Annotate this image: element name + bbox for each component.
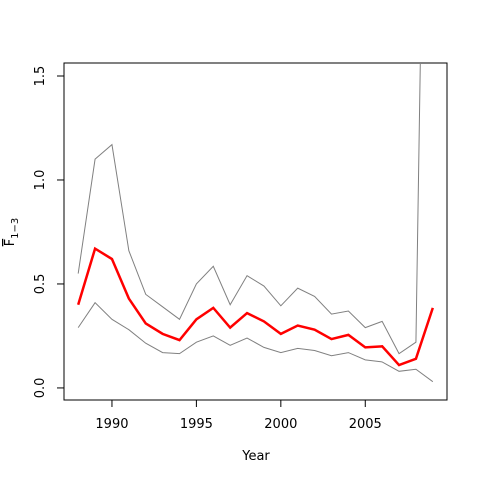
series-line	[77, 301, 434, 383]
x-tick-label: 1990	[95, 417, 128, 432]
series-line	[77, 63, 421, 355]
y-axis-label: F1−3	[3, 218, 21, 247]
x-axis-label: Year	[241, 449, 270, 464]
x-tick-label: 1995	[180, 417, 213, 432]
y-tick-label: 1.0	[33, 170, 48, 191]
y-tick-label: 1.5	[33, 66, 48, 87]
series-line	[76, 246, 435, 367]
y-tick-label: 0.0	[33, 378, 48, 399]
x-tick-label: 2005	[349, 417, 382, 432]
y-axis-label-sub: 1−3	[10, 218, 21, 239]
y-tick-label: 0.5	[33, 274, 48, 295]
y-axis-label-main: F	[3, 239, 18, 246]
plot-frame	[63, 62, 448, 401]
x-tick-label: 2000	[264, 417, 297, 432]
